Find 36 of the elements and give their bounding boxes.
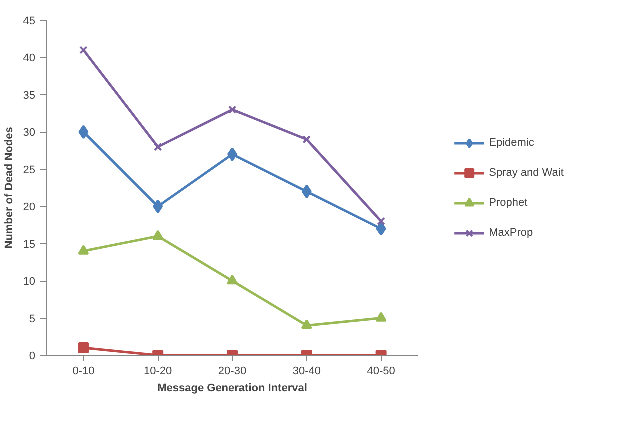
point (78, 125, 89, 140)
y-tick-label: 30 (23, 127, 36, 140)
y-tick-label: 20 (23, 202, 36, 214)
point (154, 142, 162, 152)
y-tick-label: 15 (23, 238, 36, 251)
point (152, 230, 164, 240)
y-tick-label: 45 (23, 16, 36, 28)
legend-label: Epidemic (489, 136, 534, 148)
legend-label: MaxProp (489, 226, 534, 238)
point (78, 245, 90, 255)
x-tick-label: 0-10 (72, 366, 95, 378)
x-tick-label: 10-20 (144, 366, 172, 378)
point (301, 320, 312, 330)
y-tick-label: 5 (29, 313, 36, 326)
point (228, 148, 238, 162)
point (302, 184, 312, 199)
point (80, 46, 88, 54)
y-axis-title: Number of Dead Nodes (3, 127, 16, 249)
point (228, 106, 237, 114)
x-axis-title: Message Generation Interval (158, 382, 308, 394)
y-tick-label: 25 (23, 164, 36, 176)
point (377, 217, 386, 226)
y-tick-label: 10 (23, 276, 36, 288)
x-tick-label: 20-30 (218, 366, 247, 378)
y-tick-label: 0 (29, 350, 36, 362)
point (376, 312, 387, 322)
point (302, 135, 312, 144)
point (153, 200, 164, 214)
x-tick-label: 30-40 (292, 366, 321, 378)
point (227, 274, 238, 285)
y-tick-label: 35 (23, 90, 36, 102)
point (376, 222, 386, 236)
y-tick-label: 40 (23, 52, 36, 65)
x-tick-label: 40-50 (367, 366, 396, 378)
legend-label: Prophet (489, 196, 528, 208)
legend-label: Spray and Wait (489, 166, 564, 178)
